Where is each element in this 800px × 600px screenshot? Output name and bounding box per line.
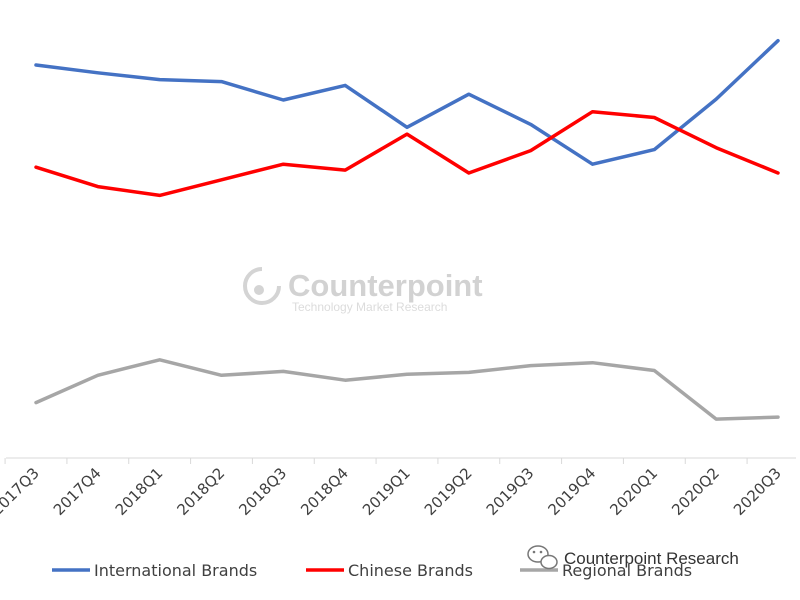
series-line-regional-brands [34,358,780,421]
source-badge-text: Counterpoint Research [564,549,739,568]
legend-label-international-brands: International Brands [94,561,257,580]
counterpoint-logo-icon [243,266,282,305]
x-axis-tick-labels: 2017Q3 2017Q4 2018Q1 2018Q2 2018Q3 2018Q4 2019… [0,464,785,519]
series-lines [34,38,780,421]
x-tick-label: 2018Q1 [112,464,167,519]
wechat-icon [527,545,558,570]
x-tick-label: 2020Q3 [730,464,785,519]
series-line-international-brands [34,38,780,166]
x-tick-label: 2020Q2 [668,464,723,519]
legend: International Brands Chinese Brands Region… [52,561,692,580]
x-tick-label: 2019Q4 [545,464,600,519]
x-tick-label: 2018Q2 [174,464,229,519]
x-tick-label: 2019Q3 [483,464,538,519]
x-tick-label: 2020Q1 [606,464,661,519]
watermark: Counterpoint Technology Market Research [243,266,483,314]
x-tick-label: 2019Q1 [359,464,414,519]
x-axis-ticks [4,458,748,464]
x-tick-label: 2018Q3 [235,464,290,519]
x-tick-label: 2017Q3 [0,464,43,519]
x-tick-label: 2019Q2 [421,464,476,519]
x-tick-label: 2017Q4 [50,464,105,519]
legend-label-regional-brands: Regional Brands [562,561,692,580]
watermark-title: Counterpoint [288,268,483,303]
series-line-chinese-brands [34,109,780,198]
legend-label-chinese-brands: Chinese Brands [348,561,473,580]
watermark-subtitle: Technology Market Research [292,300,447,314]
x-tick-label: 2018Q4 [297,464,352,519]
source-badge: Counterpoint Research [527,545,739,570]
